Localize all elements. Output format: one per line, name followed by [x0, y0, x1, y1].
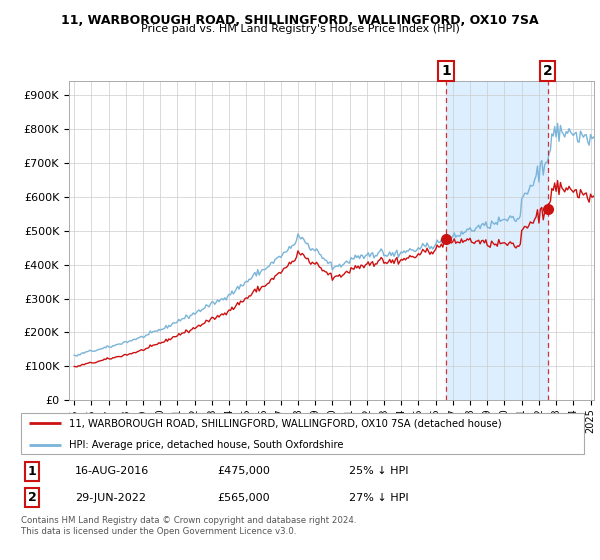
- Bar: [446, 81, 548, 400]
- Text: 25% ↓ HPI: 25% ↓ HPI: [349, 466, 408, 477]
- Text: 29-JUN-2022: 29-JUN-2022: [75, 492, 146, 502]
- Text: £475,000: £475,000: [218, 466, 271, 477]
- Text: 1: 1: [442, 64, 451, 78]
- Text: £565,000: £565,000: [218, 492, 270, 502]
- Text: 2: 2: [28, 491, 37, 504]
- Text: 27% ↓ HPI: 27% ↓ HPI: [349, 492, 408, 502]
- Text: HPI: Average price, detached house, South Oxfordshire: HPI: Average price, detached house, Sout…: [70, 440, 344, 450]
- Text: 11, WARBOROUGH ROAD, SHILLINGFORD, WALLINGFORD, OX10 7SA (detached house): 11, WARBOROUGH ROAD, SHILLINGFORD, WALLI…: [70, 418, 502, 428]
- Text: Price paid vs. HM Land Registry's House Price Index (HPI): Price paid vs. HM Land Registry's House …: [140, 24, 460, 34]
- FancyBboxPatch shape: [21, 413, 584, 454]
- Text: 11, WARBOROUGH ROAD, SHILLINGFORD, WALLINGFORD, OX10 7SA: 11, WARBOROUGH ROAD, SHILLINGFORD, WALLI…: [61, 14, 539, 27]
- Text: 2: 2: [542, 64, 553, 78]
- Text: Contains HM Land Registry data © Crown copyright and database right 2024.
This d: Contains HM Land Registry data © Crown c…: [21, 516, 356, 536]
- Text: 16-AUG-2016: 16-AUG-2016: [75, 466, 149, 477]
- Text: 1: 1: [28, 465, 37, 478]
